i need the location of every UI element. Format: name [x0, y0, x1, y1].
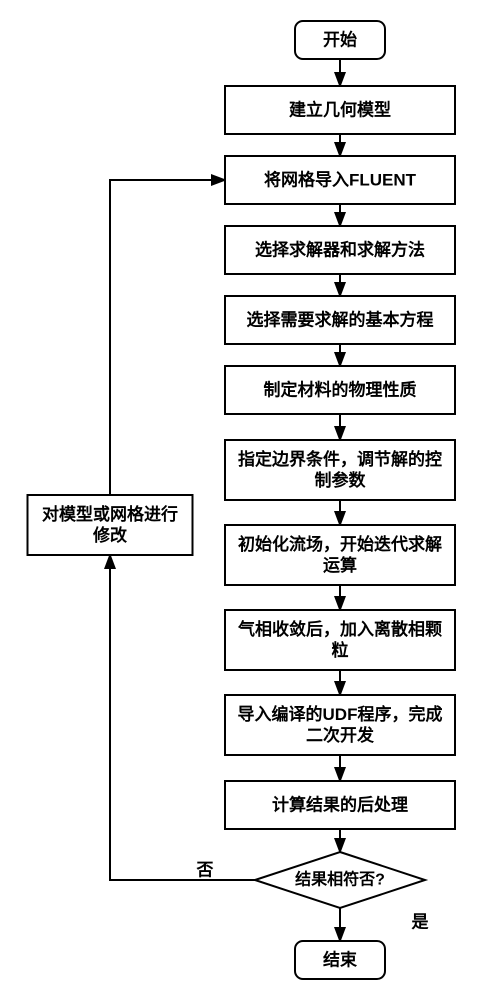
svg-text:建立几何模型: 建立几何模型: [289, 100, 391, 120]
edge-label-yes: 是: [412, 913, 429, 932]
node-initialize-iterate: 初始化流场，开始迭代求解运算: [225, 525, 455, 585]
svg-text:修改: 修改: [92, 525, 128, 545]
svg-text:结束: 结束: [323, 950, 357, 970]
node-select-solver: 选择求解器和求解方法: [225, 226, 455, 274]
node-postprocess: 计算结果的后处理: [225, 781, 455, 829]
svg-text:开始: 开始: [323, 30, 357, 50]
edge-label-no: 否: [196, 861, 214, 880]
node-discrete-phase: 气相收敛后，加入离散相颗粒: [225, 610, 455, 670]
node-material-properties: 制定材料的物理性质: [225, 366, 455, 414]
node-boundary-conditions: 指定边界条件，调节解的控制参数: [225, 440, 455, 500]
svg-text:选择需要求解的基本方程: 选择需要求解的基本方程: [247, 310, 434, 330]
node-build-geometry: 建立几何模型: [225, 86, 455, 134]
svg-text:制参数: 制参数: [315, 470, 367, 490]
node-select-equations: 选择需要求解的基本方程: [225, 296, 455, 344]
svg-text:制定材料的物理性质: 制定材料的物理性质: [264, 380, 417, 400]
node-modify: 对模型或网格进行修改: [28, 495, 193, 555]
node-start: 开始: [295, 21, 385, 59]
node-decision: 结果相符否?: [255, 852, 425, 908]
svg-text:将网格导入FLUENT: 将网格导入FLUENT: [264, 170, 417, 190]
flowchart-svg: 开始建立几何模型将网格导入FLUENT 选择求解器和求解方法选择需要求解的基本方程…: [0, 0, 500, 1000]
svg-text:选择求解器和求解方法: 选择求解器和求解方法: [255, 240, 425, 260]
svg-text:二次开发: 二次开发: [306, 725, 375, 745]
svg-text:粒: 粒: [332, 640, 349, 660]
node-import-mesh: 将网格导入FLUENT: [225, 156, 455, 204]
node-udf: 导入编译的UDF程序，完成二次开发: [225, 695, 455, 755]
svg-text:计算结果的后处理: 计算结果的后处理: [272, 795, 408, 815]
svg-text:结果相符否?: 结果相符否?: [294, 870, 385, 889]
svg-text:初始化流场，开始迭代求解: 初始化流场，开始迭代求解: [238, 534, 442, 554]
svg-text:导入编译的UDF程序，完成: 导入编译的UDF程序，完成: [238, 704, 443, 724]
node-end: 结束: [295, 941, 385, 979]
svg-text:对模型或网格进行: 对模型或网格进行: [42, 504, 178, 524]
svg-text:运算: 运算: [323, 555, 357, 575]
svg-text:指定边界条件，调节解的控: 指定边界条件，调节解的控: [238, 449, 442, 469]
svg-text:气相收敛后，加入离散相颗: 气相收敛后，加入离散相颗: [237, 619, 442, 639]
